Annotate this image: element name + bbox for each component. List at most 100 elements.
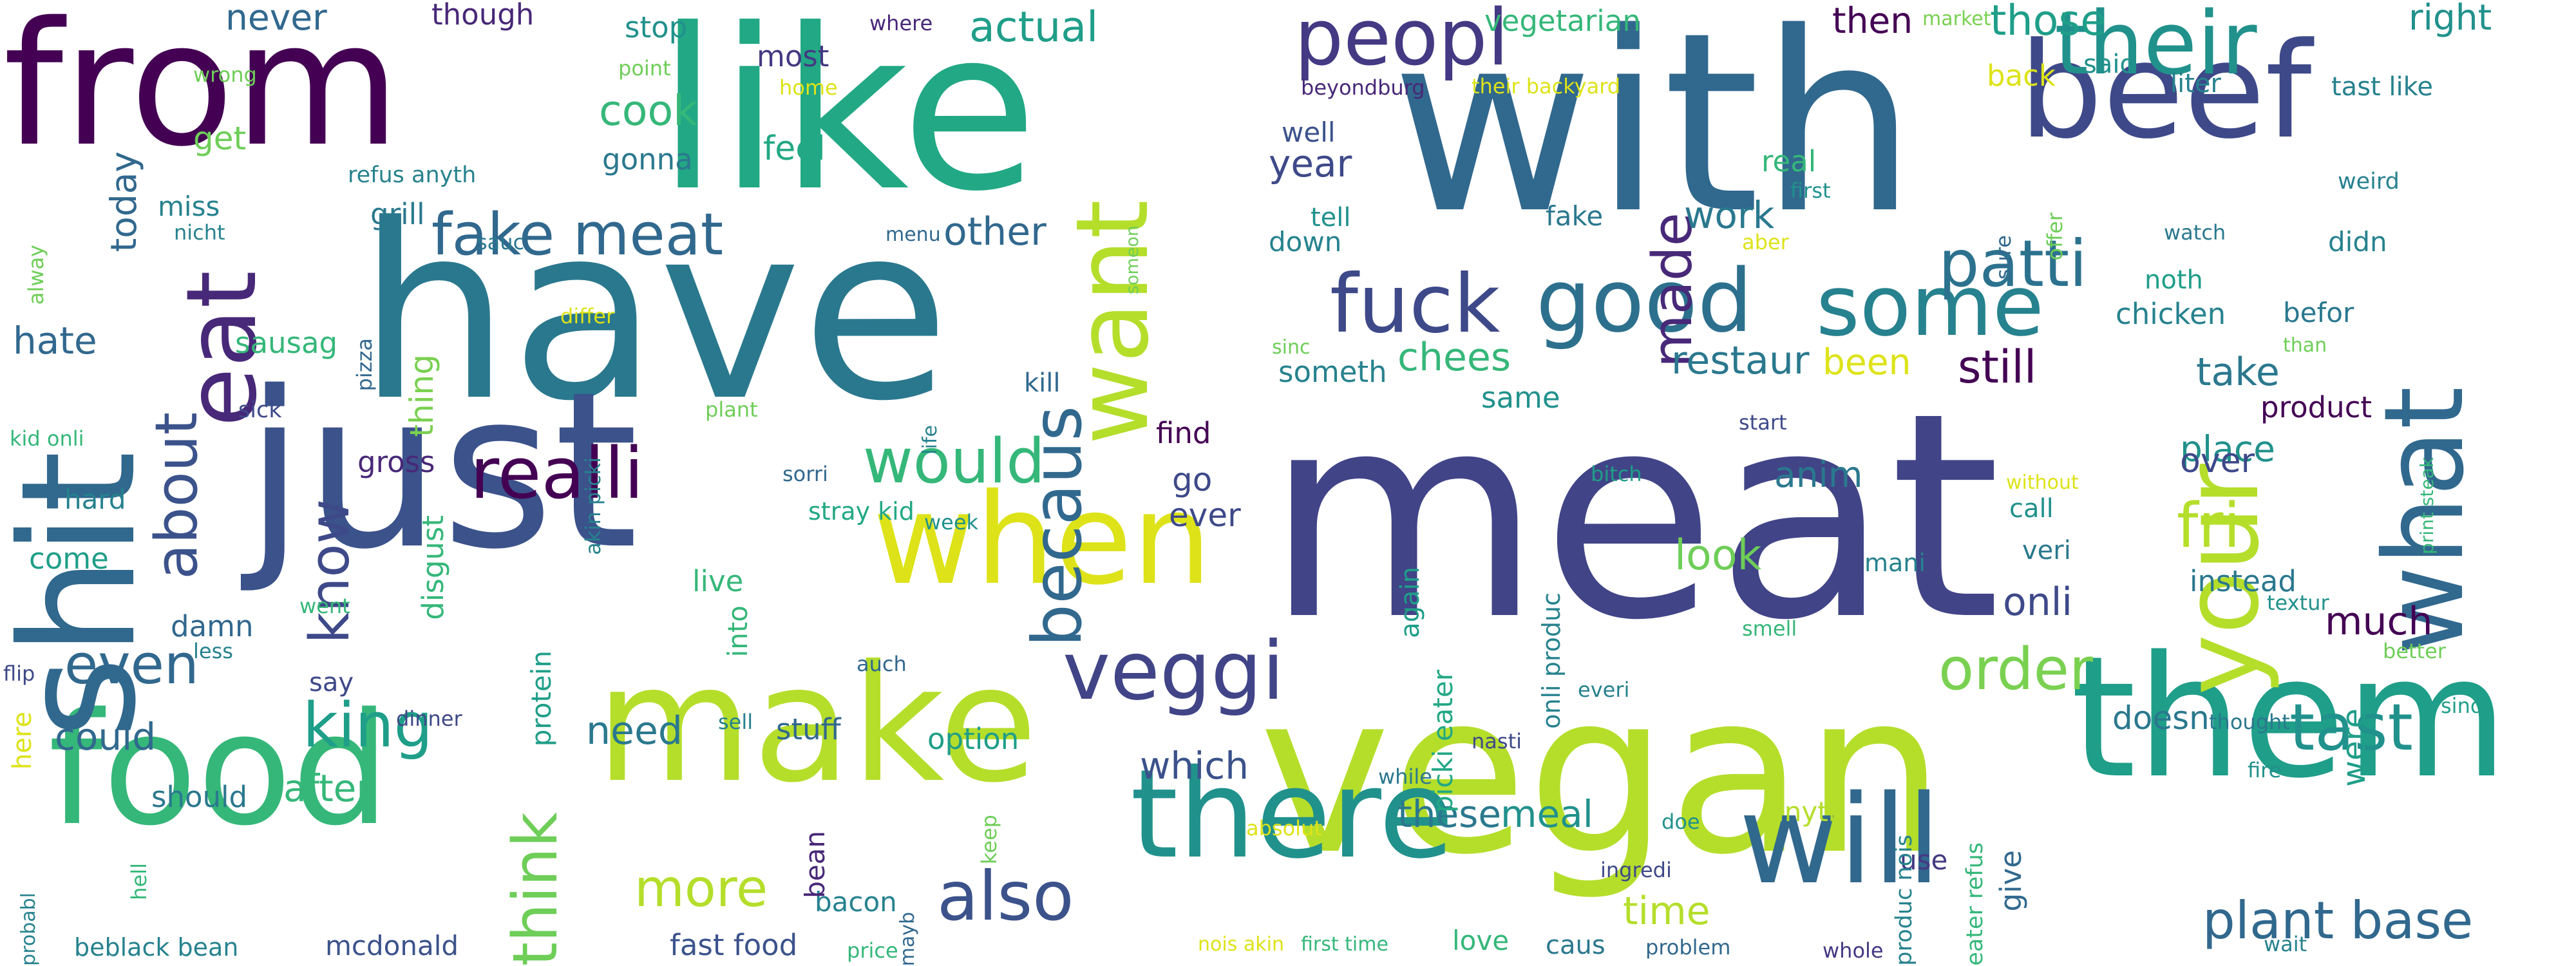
word-make: make [596,630,1038,818]
word-stuff: stuff [776,712,841,746]
word-everi: everi [1578,677,1630,702]
word-down: down [1269,226,1342,258]
word-veggi: veggi [1063,625,1285,718]
word-here: here [8,712,37,770]
word-meal: meal [1501,792,1593,836]
word-cook: cook [599,87,697,135]
word-those: those [1990,0,2107,45]
word-tell: tell [1311,203,1351,232]
word-problem: problem [1645,935,1731,960]
word-than: than [2283,334,2327,357]
word-even: even [64,633,199,697]
word-hell: hell [127,863,151,900]
word-been: been [1823,341,1911,383]
word-fri: fri [2177,491,2240,562]
word-most: most [757,39,829,73]
word-thing: thing [403,354,440,437]
word-watch: watch [2164,220,2226,245]
word-bean: bean [799,831,831,898]
word-real: real [1761,144,1817,178]
word-mani: mani [1864,549,1926,577]
word-vegetarian: vegetarian [1484,4,1641,38]
word-patti: patti [1938,226,2087,301]
word-fuck: fuck [1330,258,1501,351]
word-sausag: sausag [235,326,338,360]
word-week: week [924,510,979,535]
word-anim: anim [1774,454,1863,495]
word-over: over [2180,442,2255,480]
word-home: home [779,75,838,100]
word-point: point [618,56,671,80]
word-these: these [1397,792,1502,836]
word-picki-eater: picki eater [1427,670,1459,813]
word-realli: realli [470,432,644,515]
word-some: some [1816,257,2044,355]
word-alway: alway [24,245,48,305]
word-auch: auch [857,652,907,676]
word-sinc: sinc [1272,336,1311,359]
word-said: said [2083,50,2136,79]
word-bacon: bacon [815,886,897,918]
word-about: about [143,412,211,580]
word-call: call [2009,494,2054,524]
word-absolut: absolut [1246,816,1322,840]
word-veri: veri [2022,536,2071,565]
word-sick: sick [238,397,282,423]
word-smell: smell [1742,616,1797,641]
word-food: food [48,679,390,860]
word-akin-picki: akin picki [581,457,605,555]
word-know: know [298,499,362,644]
word-time: time [1623,889,1710,934]
word-tast: tast [2289,690,2413,765]
word-plant-base: plant base [2202,891,2474,951]
word-should: should [151,780,248,814]
word-mayb: mayb [896,911,919,966]
word-their-backyard: their backyard [1472,74,1621,99]
word-fake-meat: fake meat [431,201,724,269]
word-meat: meat [1265,352,2001,682]
word-from: from [3,0,401,184]
word-price: price [847,938,898,963]
word-while: while [1378,764,1432,789]
word-other: other [943,209,1046,254]
word-have: have [357,173,951,454]
word-just: just [245,346,639,597]
word-liter: liter [2170,69,2221,99]
word-will: will [1739,769,1941,911]
word-back: back [1987,59,2056,93]
word-sure: sure [1991,235,2016,280]
word-today: today [103,151,144,252]
word-actual: actual [969,3,1099,52]
word-option: option [927,722,1019,756]
word-aber: aber [1742,230,1789,254]
word-someth: someth [1278,355,1387,389]
word-wait: wait [2264,932,2307,956]
word-weird: weird [2338,169,2400,194]
word-fast-food: fast food [670,928,798,962]
word-market: market [1922,8,1991,30]
word-textur: textur [2267,591,2329,615]
word-instead: instead [2190,564,2297,598]
word-also: also [937,857,1074,936]
word-give: give [1994,850,2028,912]
word-bitch: bitch [1591,462,1642,486]
word-life: life [919,425,942,455]
word-work: work [1684,193,1775,237]
word-hard: hard [64,484,126,515]
word-were: were [2335,708,2372,787]
word-onli-produc: onli produc [1537,592,1566,729]
word-kid-onli: kid onli [10,426,84,451]
word-vegan: vegan [1259,645,1946,904]
word-could: could [55,715,156,759]
word-nicht: nicht [174,220,225,245]
word-doe: doe [1662,810,1700,834]
word-less: less [193,639,233,663]
word-someon: someon [1122,225,1142,295]
word-get: get [193,120,247,157]
word-eater-refus: eater refus [1962,842,1988,966]
word-offer: offer [2043,213,2067,261]
word-anyth: anyth [1768,796,1846,828]
word-thought: thought [2209,710,2290,734]
word-didn: didn [2328,226,2387,258]
